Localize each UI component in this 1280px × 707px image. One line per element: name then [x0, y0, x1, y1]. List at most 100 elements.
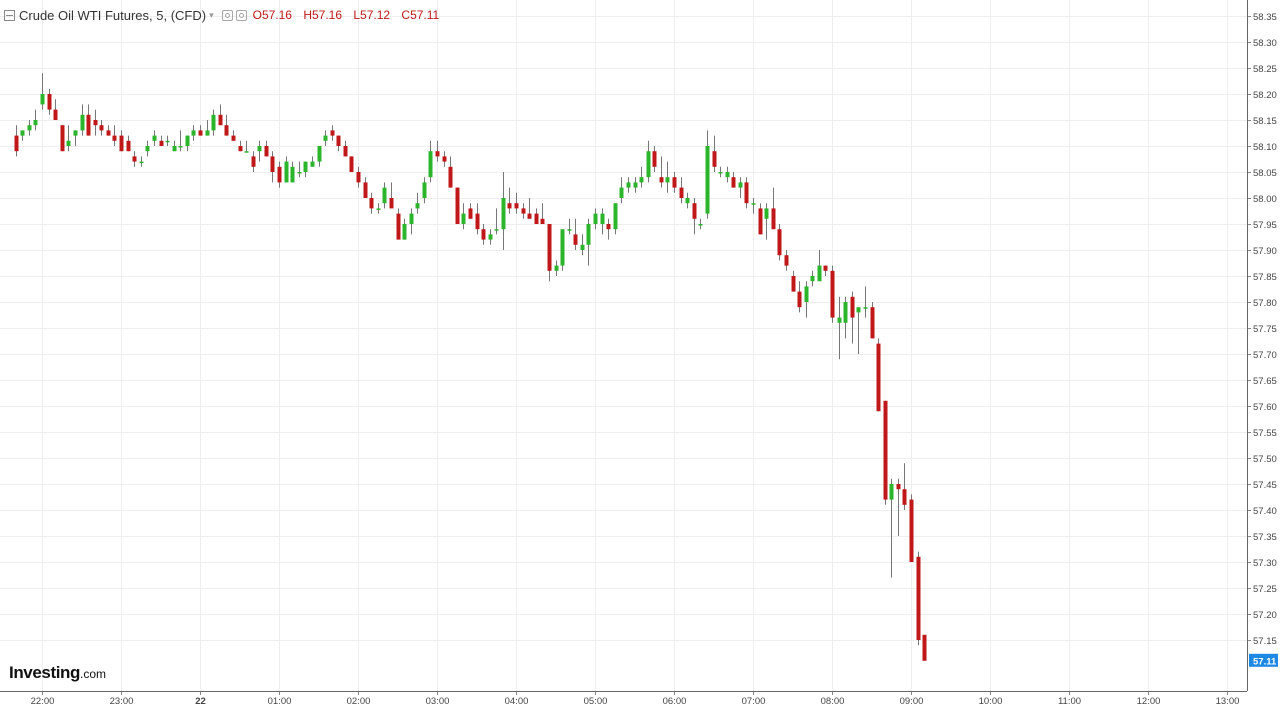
- eye-icon[interactable]: [235, 9, 247, 21]
- candle[interactable]: [856, 307, 861, 354]
- candle[interactable]: [843, 296, 848, 339]
- candle[interactable]: [53, 99, 58, 120]
- candle[interactable]: [218, 104, 223, 126]
- candle[interactable]: [626, 177, 631, 193]
- candle[interactable]: [698, 218, 703, 230]
- candle[interactable]: [468, 203, 473, 219]
- candle[interactable]: [303, 161, 308, 178]
- candle[interactable]: [481, 224, 486, 245]
- candle[interactable]: [284, 156, 289, 183]
- candle[interactable]: [613, 203, 618, 235]
- candle[interactable]: [501, 172, 506, 250]
- candle[interactable]: [80, 104, 85, 136]
- candle[interactable]: [540, 203, 545, 224]
- candle[interactable]: [290, 161, 295, 183]
- candle[interactable]: [817, 250, 822, 282]
- candle[interactable]: [600, 208, 605, 235]
- candle[interactable]: [573, 218, 578, 250]
- candle[interactable]: [586, 218, 591, 266]
- candle[interactable]: [343, 140, 348, 157]
- candle[interactable]: [382, 182, 387, 209]
- candle[interactable]: [863, 286, 868, 318]
- candle[interactable]: [870, 302, 875, 339]
- candle[interactable]: [251, 151, 256, 172]
- candle[interactable]: [185, 135, 190, 152]
- candle[interactable]: [797, 281, 802, 313]
- candle[interactable]: [47, 88, 52, 115]
- candle[interactable]: [264, 140, 269, 157]
- candle[interactable]: [211, 109, 216, 136]
- candle[interactable]: [665, 161, 670, 193]
- candle[interactable]: [659, 156, 664, 188]
- candle[interactable]: [455, 187, 460, 224]
- candle[interactable]: [606, 218, 611, 240]
- candle[interactable]: [119, 130, 124, 152]
- candle[interactable]: [909, 494, 914, 562]
- candle[interactable]: [744, 177, 749, 209]
- candle[interactable]: [257, 140, 262, 162]
- candle[interactable]: [20, 130, 25, 141]
- candle[interactable]: [883, 400, 888, 505]
- candle[interactable]: [646, 140, 651, 183]
- candle[interactable]: [244, 140, 249, 153]
- candle[interactable]: [132, 151, 137, 167]
- candle[interactable]: [804, 281, 809, 318]
- candle[interactable]: [435, 140, 440, 162]
- candle[interactable]: [764, 203, 769, 240]
- candle[interactable]: [330, 125, 335, 141]
- candle[interactable]: [60, 125, 65, 152]
- candle[interactable]: [198, 125, 203, 136]
- candle[interactable]: [652, 146, 657, 172]
- candle[interactable]: [837, 296, 842, 360]
- candle[interactable]: [323, 130, 328, 146]
- candle[interactable]: [73, 130, 78, 146]
- candle[interactable]: [409, 208, 414, 235]
- candle[interactable]: [488, 229, 493, 245]
- candle[interactable]: [238, 140, 243, 152]
- candle[interactable]: [672, 172, 677, 193]
- candle[interactable]: [705, 130, 710, 219]
- candle[interactable]: [560, 229, 565, 271]
- candle[interactable]: [527, 198, 532, 219]
- candle[interactable]: [639, 166, 644, 188]
- collapse-icon[interactable]: [4, 9, 15, 21]
- candle[interactable]: [139, 156, 144, 167]
- candle[interactable]: [475, 203, 480, 235]
- candle[interactable]: [507, 187, 512, 214]
- candle[interactable]: [165, 135, 170, 146]
- candle[interactable]: [777, 224, 782, 261]
- candle[interactable]: [494, 208, 499, 235]
- candle[interactable]: [448, 156, 453, 188]
- candle[interactable]: [731, 172, 736, 188]
- candle[interactable]: [224, 114, 229, 136]
- candle[interactable]: [336, 135, 341, 152]
- candle[interactable]: [126, 135, 131, 152]
- candle[interactable]: [442, 151, 447, 167]
- candle[interactable]: [191, 125, 196, 141]
- candle[interactable]: [922, 634, 927, 661]
- candle[interactable]: [547, 224, 552, 282]
- candle[interactable]: [231, 130, 236, 141]
- candle[interactable]: [205, 120, 210, 136]
- candle[interactable]: [277, 161, 282, 188]
- candle[interactable]: [751, 198, 756, 214]
- candle[interactable]: [830, 265, 835, 323]
- candle[interactable]: [297, 161, 302, 178]
- candle[interactable]: [876, 338, 881, 412]
- candle[interactable]: [902, 463, 907, 510]
- candle[interactable]: [112, 125, 117, 146]
- candle[interactable]: [771, 187, 776, 230]
- candle[interactable]: [415, 192, 420, 214]
- candle[interactable]: [619, 177, 624, 204]
- candle[interactable]: [567, 218, 572, 235]
- candle[interactable]: [514, 192, 519, 214]
- candle[interactable]: [428, 140, 433, 183]
- candle[interactable]: [363, 177, 368, 198]
- candle[interactable]: [402, 218, 407, 240]
- candle[interactable]: [106, 125, 111, 136]
- candle[interactable]: [554, 260, 559, 276]
- candle[interactable]: [685, 192, 690, 209]
- candle[interactable]: [93, 109, 98, 136]
- candle[interactable]: [356, 166, 361, 188]
- candle[interactable]: [580, 234, 585, 256]
